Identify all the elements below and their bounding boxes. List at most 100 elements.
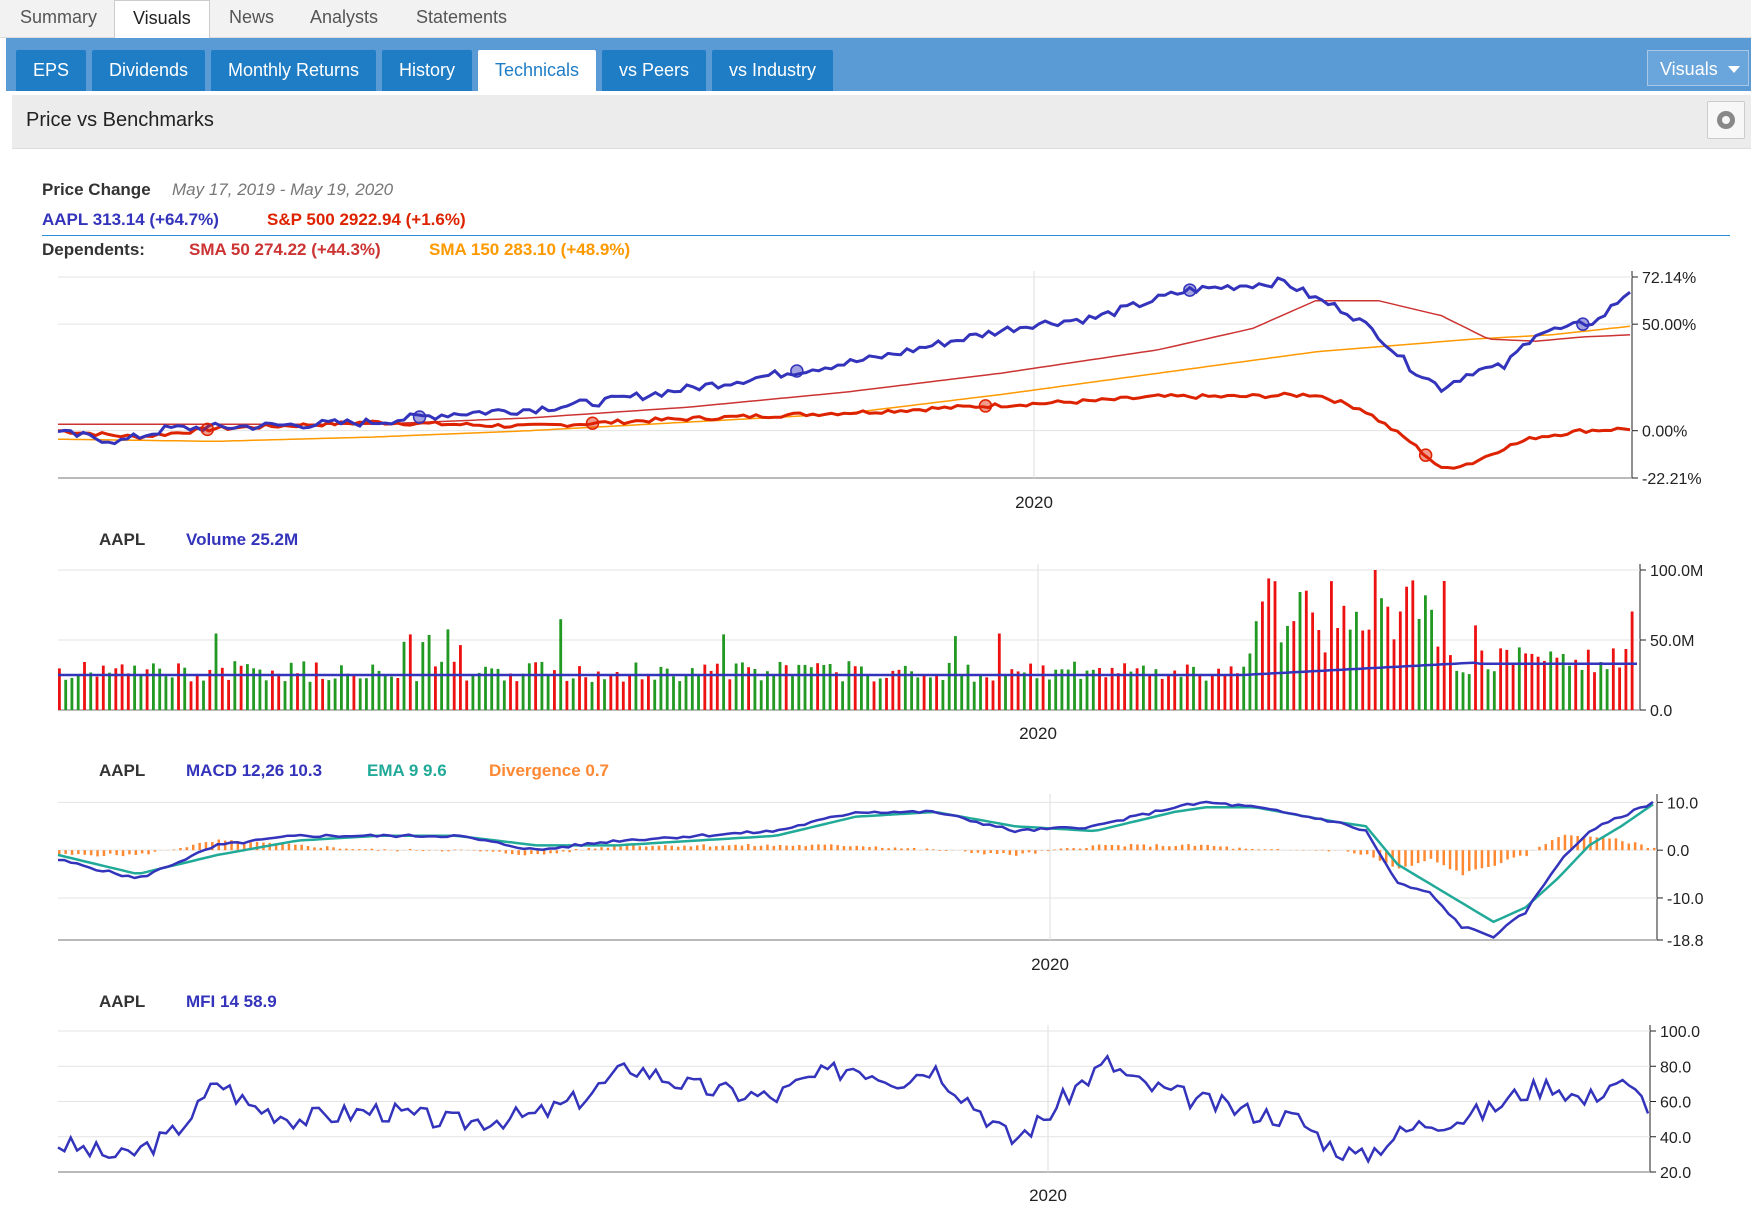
macd-legend[interactable]: MACD 12,26 10.3 <box>186 761 323 780</box>
divergence-bar <box>1149 846 1152 851</box>
tab-statements[interactable]: Statements <box>416 7 508 27</box>
series-aapl <box>57 276 1631 446</box>
volume-bar <box>1267 578 1271 710</box>
tab-summary[interactable]: Summary <box>20 7 98 27</box>
tab-news[interactable]: News <box>229 7 275 27</box>
volume-bar <box>1254 621 1258 710</box>
divergence-bar <box>1219 846 1222 851</box>
legend-aapl[interactable]: AAPL 313.14 (+64.7%) <box>42 210 219 229</box>
volume-bar <box>853 666 857 710</box>
tab-eps[interactable]: EPS <box>16 50 87 91</box>
divergence-bar <box>1499 850 1503 864</box>
volume-bar <box>1029 663 1033 710</box>
divergence-bar <box>906 848 909 851</box>
volume-bar <box>515 681 519 710</box>
volume-bar <box>1066 669 1070 710</box>
volume-bar <box>841 681 845 710</box>
divergence-bar <box>230 840 233 851</box>
mfi-legend[interactable]: MFI 14 58.9 <box>186 992 277 1011</box>
volume-bar <box>1142 665 1145 710</box>
divergence-bar <box>574 849 578 851</box>
volume-bar <box>1586 649 1590 710</box>
tab-monthly-returns[interactable]: Monthly Returns <box>211 50 377 91</box>
y-tick-label: 80.0 <box>1660 1059 1691 1076</box>
divergence-bar <box>1225 846 1228 851</box>
divergence-bar <box>121 850 125 857</box>
settings-button[interactable] <box>1707 101 1745 139</box>
volume-bar <box>690 668 694 710</box>
divergence-bar <box>1085 848 1088 851</box>
volume-bar <box>126 673 130 710</box>
tab-analysts[interactable]: Analysts <box>310 7 379 27</box>
volume-bar <box>327 680 331 710</box>
volume-bar <box>358 678 362 710</box>
series-s-p-500 <box>57 391 1631 470</box>
signal-marker <box>412 410 427 424</box>
volume-bar <box>734 663 738 710</box>
divergence-bar <box>383 849 386 851</box>
volume-bar <box>202 680 205 710</box>
volume-bar <box>778 661 782 710</box>
divergence-bar <box>1602 836 1605 851</box>
divergence-bar <box>555 850 559 854</box>
divergence-bar <box>58 850 61 856</box>
volume-bar <box>1279 642 1283 710</box>
legend-sma150[interactable]: SMA 150 283.10 (+48.9%) <box>429 240 631 259</box>
divergence-bar <box>447 850 450 852</box>
volume-bar <box>759 680 763 710</box>
divergence-bar <box>172 849 176 851</box>
volume-bar <box>1041 665 1045 710</box>
volume-bar <box>672 676 675 710</box>
volume-bar <box>546 674 550 710</box>
volume-bar <box>772 675 776 710</box>
tab-history[interactable]: History <box>382 50 473 91</box>
visuals-dropdown[interactable]: Visuals <box>1647 50 1749 86</box>
volume-bar <box>1261 601 1264 710</box>
volume-bar <box>1185 664 1189 710</box>
series-ema-9 <box>57 803 1654 924</box>
volume-bar <box>1223 676 1227 710</box>
volume-bar <box>1536 656 1540 710</box>
volume-bar <box>521 673 525 710</box>
divergence-bar <box>734 844 737 851</box>
volume-bar <box>891 670 895 710</box>
divergence-bar <box>1506 850 1509 860</box>
x-tick-label: 2020 <box>1031 955 1069 974</box>
volume-bar <box>603 679 606 710</box>
y-tick-label: 10.0 <box>1667 795 1698 812</box>
legend-sp500[interactable]: S&P 500 2922.94 (+1.6%) <box>267 210 466 229</box>
divergence-bar <box>1365 850 1369 855</box>
tab-vs-industry[interactable]: vs Industry <box>712 50 834 91</box>
volume-bar <box>1524 653 1528 710</box>
divergence-bar <box>1117 845 1120 851</box>
ema-legend[interactable]: EMA 9 9.6 <box>367 761 447 780</box>
volume-legend[interactable]: Volume 25.2M <box>186 530 299 549</box>
volume-bar <box>872 681 876 710</box>
volume-bar <box>1611 648 1615 710</box>
volume-bar <box>1035 678 1039 710</box>
divergence-bar <box>198 842 201 851</box>
divergence-bar <box>351 849 354 851</box>
legend-sma50[interactable]: SMA 50 274.22 (+44.3%) <box>189 240 381 259</box>
tab-vs-peers[interactable]: vs Peers <box>602 50 707 91</box>
divergence-legend[interactable]: Divergence 0.7 <box>489 761 610 780</box>
divergence-bar <box>64 850 67 854</box>
volume-bar <box>741 662 744 710</box>
volume-bar <box>1461 672 1465 710</box>
volume-bar <box>308 681 312 710</box>
divergence-bar <box>332 847 335 851</box>
divergence-bar <box>849 846 852 851</box>
divergence-bar <box>306 846 310 851</box>
divergence-bar <box>1646 848 1650 851</box>
divergence-bar <box>785 845 788 851</box>
volume-bar <box>1492 671 1496 710</box>
tab-visuals[interactable]: Visuals <box>114 0 210 38</box>
tab-technicals[interactable]: Technicals <box>478 50 597 91</box>
tab-dividends[interactable]: Dividends <box>92 50 206 91</box>
volume-bar <box>540 661 544 710</box>
series-volume-average <box>58 661 1637 677</box>
volume-bar <box>1511 663 1515 710</box>
volume-bar <box>1411 580 1415 710</box>
volume-bar <box>1486 669 1490 710</box>
